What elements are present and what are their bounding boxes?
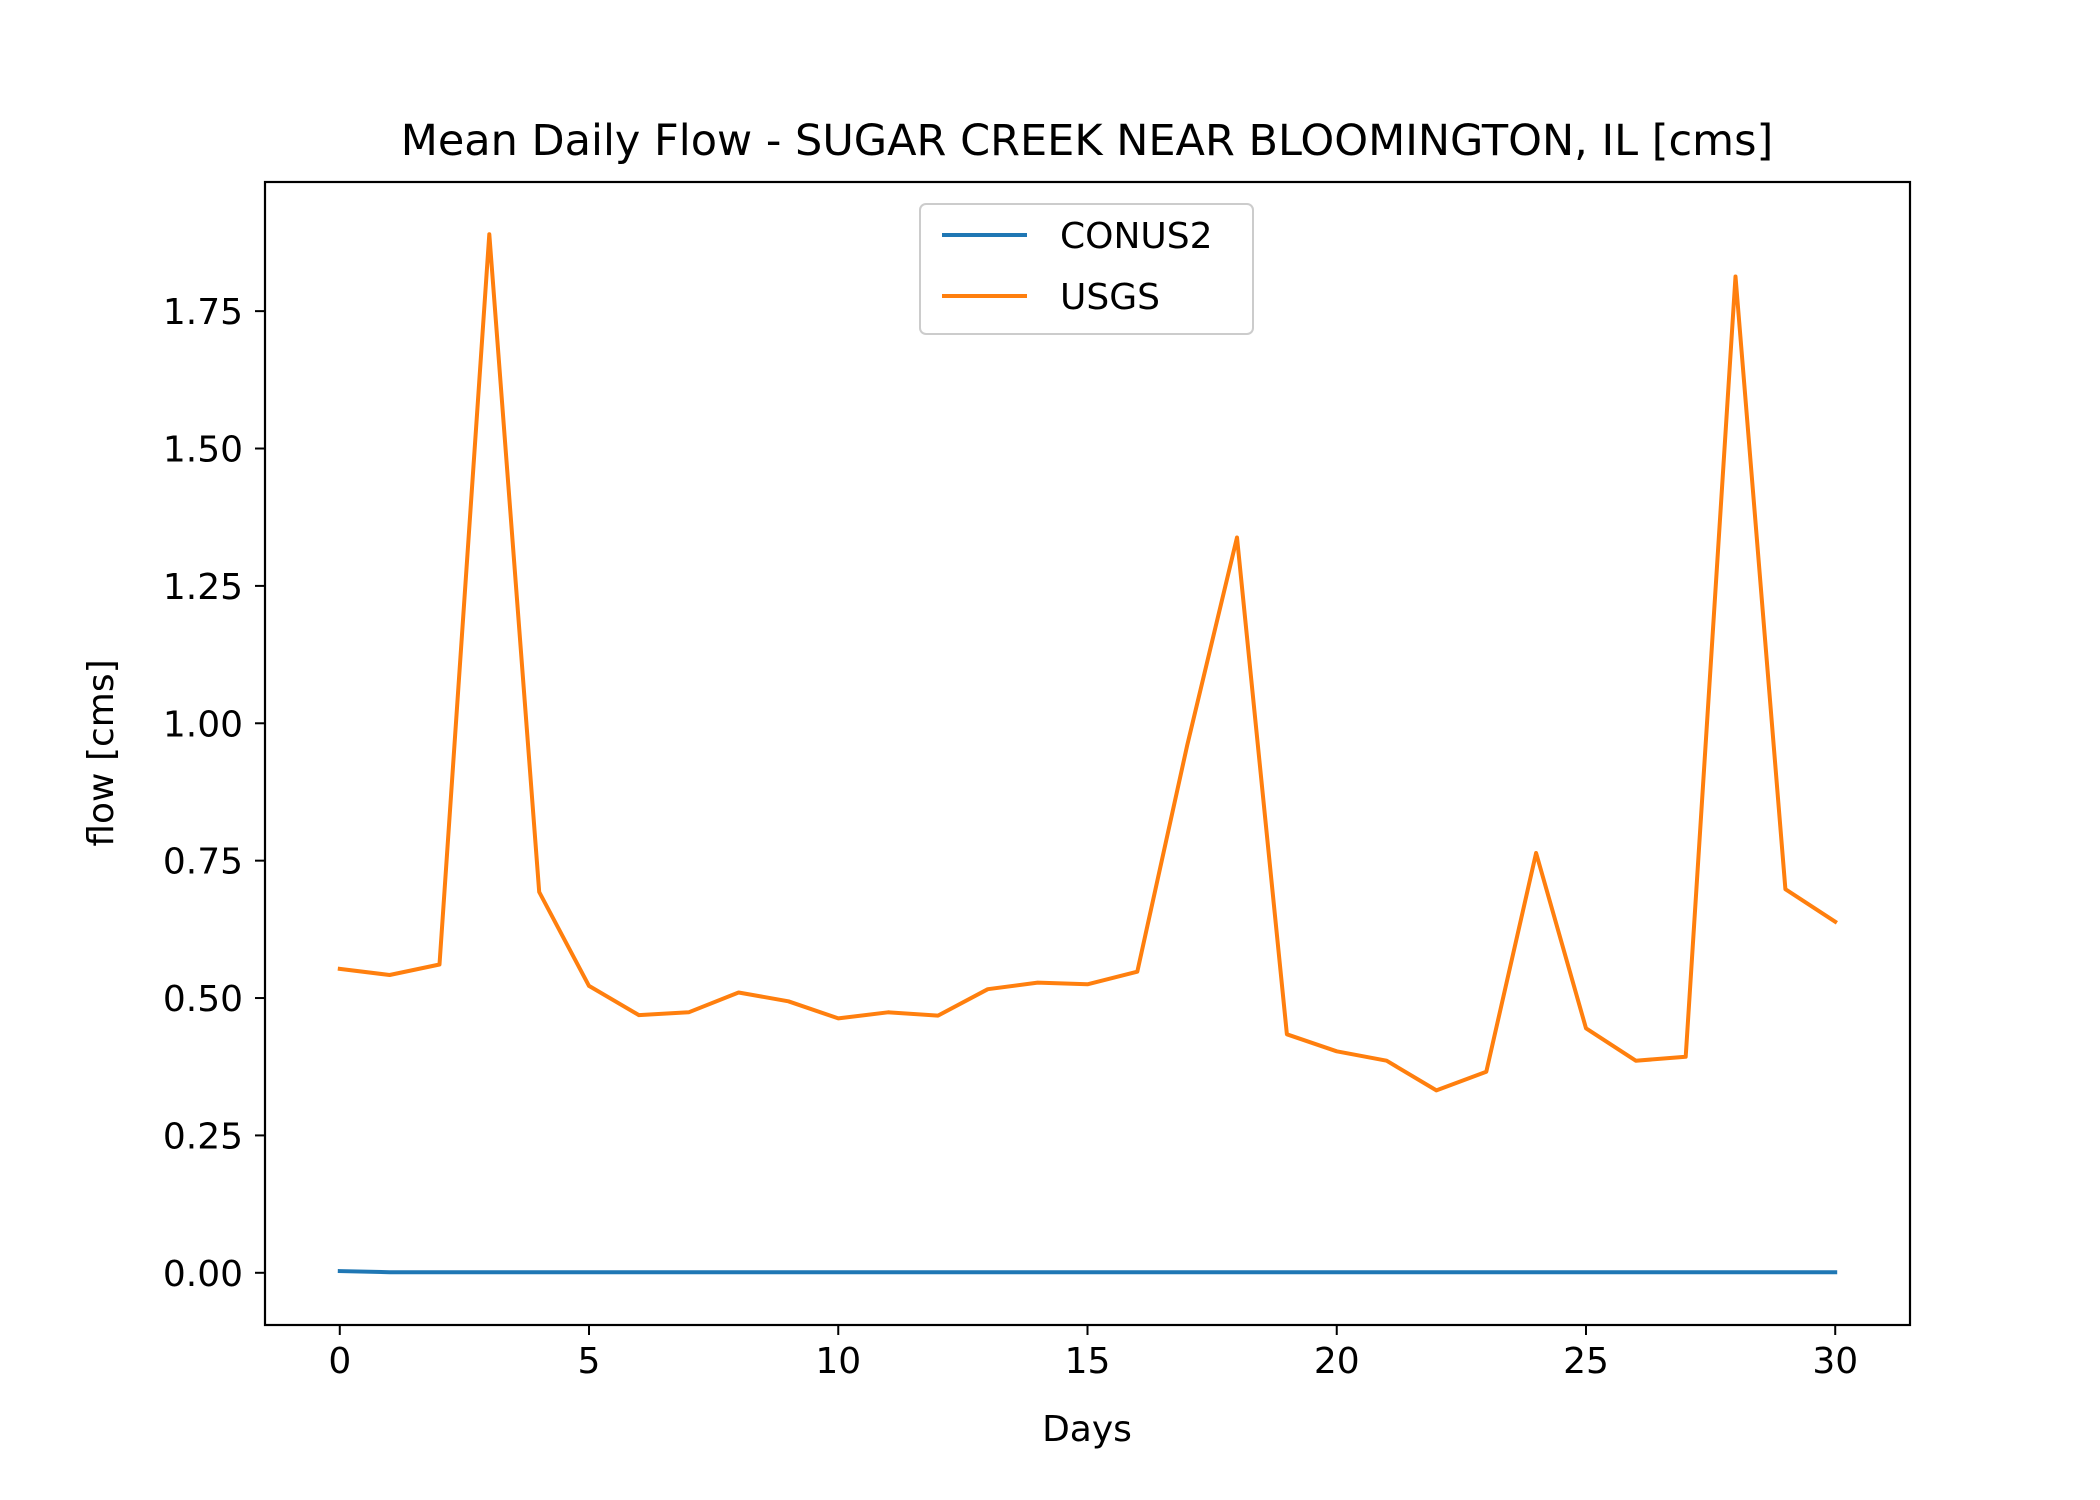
x-tick-label: 30 xyxy=(1812,1341,1858,1382)
chart-title: Mean Daily Flow - SUGAR CREEK NEAR BLOOM… xyxy=(401,116,1774,166)
y-tick-label: 1.25 xyxy=(163,567,243,608)
y-tick-label: 0.00 xyxy=(163,1254,243,1295)
legend-label-conus2: CONUS2 xyxy=(1060,216,1213,257)
y-tick-label: 1.75 xyxy=(163,292,243,333)
plot-background xyxy=(265,182,1910,1325)
x-axis-ticks: 0 5 10 15 20 25 30 xyxy=(328,1325,1858,1382)
y-tick-label: 0.50 xyxy=(163,979,243,1020)
series-lines xyxy=(337,232,1838,1275)
series-line-usgs xyxy=(337,232,1838,1093)
series-line-conus2 xyxy=(337,1269,1838,1275)
x-tick-label: 25 xyxy=(1563,1341,1609,1382)
legend: CONUS2 USGS xyxy=(919,203,1254,335)
x-tick-label: 10 xyxy=(815,1341,861,1382)
y-tick-label: 1.00 xyxy=(163,704,243,745)
x-tick-label: 0 xyxy=(328,1341,351,1382)
plot-area xyxy=(265,182,1910,1325)
plot-frame xyxy=(263,180,1912,1327)
x-axis-label: Days xyxy=(1042,1409,1132,1450)
y-tick-label: 1.50 xyxy=(163,430,243,471)
y-tick-label: 0.75 xyxy=(163,842,243,883)
x-tick-label: 15 xyxy=(1065,1341,1111,1382)
x-tick-label: 20 xyxy=(1314,1341,1360,1382)
legend-label-usgs: USGS xyxy=(1060,277,1160,318)
y-axis-ticks: 0.00 0.25 0.50 0.75 1.00 1.25 1.50 1.75 xyxy=(163,292,265,1295)
y-axis-label: flow [cms] xyxy=(81,659,122,846)
x-tick-label: 5 xyxy=(578,1341,601,1382)
y-tick-label: 0.25 xyxy=(163,1116,243,1157)
